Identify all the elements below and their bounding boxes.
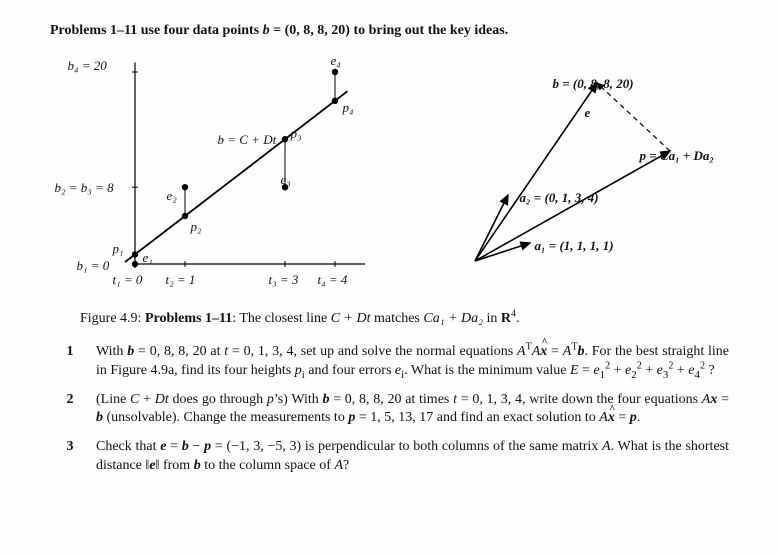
figure-block: b₄ = 20 b₂ = b₃ = 8 b₁ = 0 b = C + Dt t₁… bbox=[60, 49, 720, 304]
cap-R: R bbox=[501, 311, 511, 326]
lbl-va2: a₂ = (0, 1, 3, 4) bbox=[520, 189, 599, 207]
header-text-2: to bring out the key ideas. bbox=[353, 23, 508, 38]
lbl-t2: t₂ = 1 bbox=[166, 271, 196, 289]
problem-text: Check that e = b − p = (−1, 3, −5, 3) is… bbox=[96, 438, 729, 476]
lbl-p: p₄ bbox=[343, 99, 354, 117]
lbl-p: p₃ bbox=[291, 125, 302, 143]
page: Problems 1–11 use four data points b = (… bbox=[0, 0, 779, 555]
lbl-b23: b₂ = b₃ = 8 bbox=[55, 179, 114, 197]
figure-caption: Figure 4.9: Problems 1–11: The closest l… bbox=[80, 310, 729, 329]
lbl-b1: b₁ = 0 bbox=[77, 257, 110, 275]
problem-list: 1 With b = 0, 8, 8, 20 at t = 0, 1, 3, 4,… bbox=[56, 343, 729, 476]
lbl-p: p₂ bbox=[191, 218, 202, 236]
problem-text: (Line C + Dt does go through p’s) With b… bbox=[96, 391, 729, 429]
header-b: b bbox=[263, 23, 270, 38]
cap-end: . bbox=[516, 311, 520, 326]
problem-number: 2 bbox=[56, 391, 84, 429]
header-eq: = (0, 8, 8, 20) bbox=[270, 23, 354, 38]
problem-text: With b = 0, 8, 8, 20 at t = 0, 1, 3, 4, … bbox=[96, 343, 729, 381]
lbl-vp: p = Ca₁ + Da₂ bbox=[640, 147, 714, 165]
problem-number: 1 bbox=[56, 343, 84, 381]
cap-e1: C + Dt bbox=[331, 311, 371, 326]
cap-bold: Problems 1–11 bbox=[145, 311, 232, 326]
lbl-t3: t₃ = 3 bbox=[269, 271, 299, 289]
cap-pre: Figure 4.9: bbox=[80, 311, 145, 326]
lbl-e: e₂ bbox=[167, 187, 177, 205]
cap-p1: : The closest line bbox=[232, 311, 331, 326]
cap-p3: in bbox=[483, 311, 501, 326]
problem-number: 3 bbox=[56, 438, 84, 476]
lbl-ve: e bbox=[585, 104, 591, 122]
header-text-1: Problems 1–11 use four data points bbox=[50, 23, 263, 38]
lbl-e: e₄ bbox=[331, 52, 341, 70]
lbl-t1: t₁ = 0 bbox=[113, 271, 143, 289]
lbl-b4: b₄ = 20 bbox=[68, 57, 107, 75]
lbl-va1: a₁ = (1, 1, 1, 1) bbox=[535, 237, 614, 255]
cap-e2: Ca₁ + Da₂ bbox=[423, 311, 483, 326]
lbl-fit: b = C + Dt bbox=[218, 131, 277, 149]
cap-p2: matches bbox=[371, 311, 424, 326]
lbl-vb: b = (0, 8, 8, 20) bbox=[553, 75, 634, 93]
lbl-p: p₁ bbox=[113, 240, 124, 258]
lbl-e: e₃ bbox=[281, 171, 291, 189]
section-header: Problems 1–11 use four data points b = (… bbox=[50, 22, 729, 41]
lbl-t4: t₄ = 4 bbox=[318, 271, 348, 289]
lbl-e: e₁ bbox=[143, 249, 153, 267]
